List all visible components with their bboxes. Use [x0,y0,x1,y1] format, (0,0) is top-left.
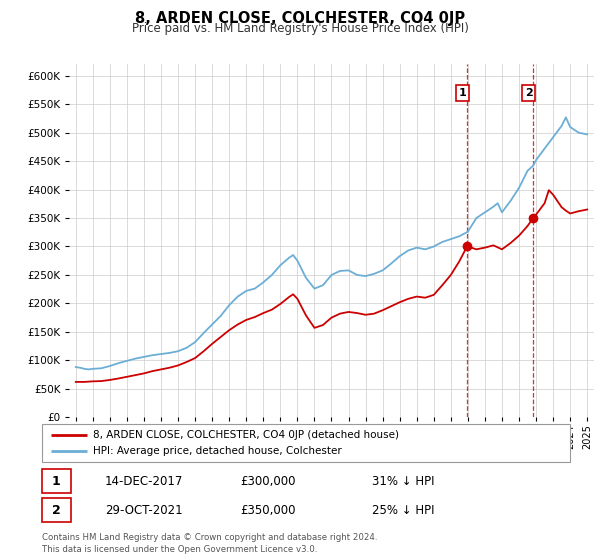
Text: 2: 2 [525,88,533,98]
Text: 8, ARDEN CLOSE, COLCHESTER, CO4 0JP (detached house): 8, ARDEN CLOSE, COLCHESTER, CO4 0JP (det… [93,430,399,440]
Text: 31% ↓ HPI: 31% ↓ HPI [372,474,434,488]
Text: Contains HM Land Registry data © Crown copyright and database right 2024.
This d: Contains HM Land Registry data © Crown c… [42,533,377,554]
Text: 1: 1 [459,88,467,98]
Text: 25% ↓ HPI: 25% ↓ HPI [372,503,434,517]
Text: 29-OCT-2021: 29-OCT-2021 [105,503,182,517]
Text: 1: 1 [52,474,61,488]
Text: £350,000: £350,000 [240,503,296,517]
Text: 14-DEC-2017: 14-DEC-2017 [105,474,184,488]
Text: £300,000: £300,000 [240,474,296,488]
Text: Price paid vs. HM Land Registry's House Price Index (HPI): Price paid vs. HM Land Registry's House … [131,22,469,35]
Text: 8, ARDEN CLOSE, COLCHESTER, CO4 0JP: 8, ARDEN CLOSE, COLCHESTER, CO4 0JP [135,11,465,26]
Text: 2: 2 [52,503,61,517]
Text: HPI: Average price, detached house, Colchester: HPI: Average price, detached house, Colc… [93,446,342,456]
